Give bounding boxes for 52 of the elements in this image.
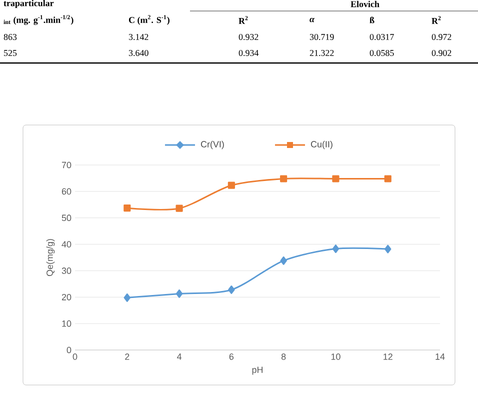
y-tick-label: 10 (62, 320, 72, 327)
point (228, 286, 235, 294)
point (280, 256, 287, 265)
text: ß (370, 16, 374, 24)
x-tick-label: 8 (281, 354, 286, 360)
point (124, 293, 131, 302)
text: $_{int}$ (mg. g$^{-1}$.min$^{-1/2}$) (4, 15, 74, 25)
y-axis-title: Qe(mg/g) (46, 239, 55, 276)
text: C (m$^{2}$. S$^{-1}$) (128, 15, 170, 25)
y-tick-label: 30 (62, 268, 72, 274)
y-tick-label: 60 (62, 188, 72, 195)
text: 863 (4, 34, 17, 40)
x-tick-label: 10 (331, 354, 340, 360)
text: R$^{2}$ (238, 16, 248, 24)
y-tick-label: 0 (66, 346, 72, 354)
point (124, 204, 131, 212)
text: 0.0317 (370, 34, 394, 40)
point (280, 175, 288, 182)
text: 0.932 (238, 34, 258, 40)
y-tick-label: 50 (62, 214, 72, 222)
legend-label: Cr(VI) (200, 140, 224, 150)
text: 0.0585 (370, 50, 394, 56)
x-axis-title: pH (252, 366, 263, 375)
x-tick-label: 4 (177, 354, 182, 360)
text: 3.640 (128, 50, 148, 56)
point (176, 204, 183, 212)
text: α (310, 18, 315, 22)
text: 30.719 (310, 34, 334, 40)
y-tick-label: 40 (62, 241, 72, 248)
point (332, 175, 340, 182)
point (228, 182, 235, 189)
y-tick-label: 20 (62, 294, 72, 300)
point (384, 244, 392, 254)
text: traparticular (4, 0, 54, 8)
text: R$^{2}$ (432, 16, 441, 24)
point (176, 289, 183, 298)
legend-label: Cu(II) (310, 140, 332, 150)
point (332, 244, 340, 254)
text: Elovich (350, 0, 380, 8)
text: 0.902 (432, 50, 452, 56)
x-tick-label: 2 (125, 354, 130, 360)
text: 0.934 (238, 50, 259, 56)
x-tick-label: 14 (436, 354, 445, 360)
x-tick-label: 12 (384, 354, 392, 360)
text: 3.142 (128, 34, 148, 40)
point (384, 175, 392, 182)
x-tick-label: 6 (229, 354, 234, 360)
x-tick-label: 0 (72, 354, 78, 360)
text: 21.322 (310, 50, 334, 56)
y-tick-label: 70 (62, 162, 72, 168)
text: 525 (4, 50, 17, 56)
text: 0.972 (432, 34, 452, 40)
